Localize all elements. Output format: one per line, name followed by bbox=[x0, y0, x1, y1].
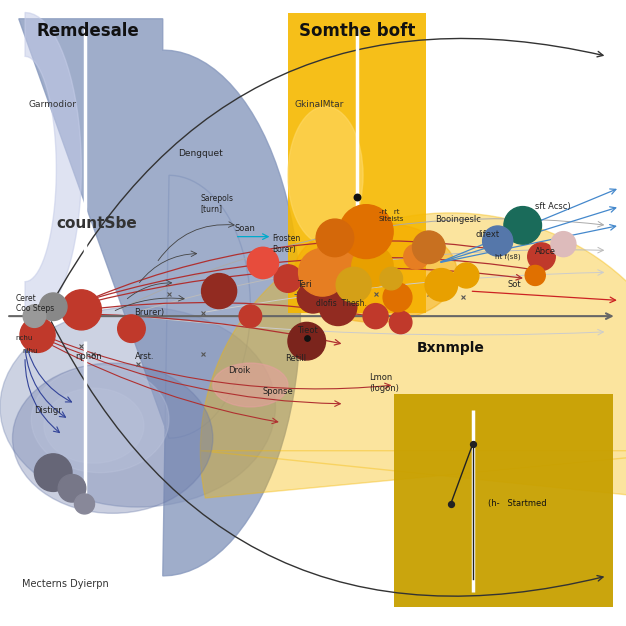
Text: sft Acsc): sft Acsc) bbox=[535, 202, 571, 211]
Circle shape bbox=[74, 494, 95, 514]
Ellipse shape bbox=[31, 366, 169, 473]
Circle shape bbox=[23, 305, 46, 327]
Circle shape bbox=[118, 315, 145, 342]
Circle shape bbox=[551, 232, 576, 257]
Ellipse shape bbox=[288, 106, 363, 244]
Text: Abce: Abce bbox=[535, 247, 557, 256]
Circle shape bbox=[239, 305, 262, 327]
Text: dlofis  Thesh.: dlofis Thesh. bbox=[316, 299, 367, 308]
Circle shape bbox=[297, 282, 329, 313]
Text: Booingeslc: Booingeslc bbox=[435, 215, 481, 223]
Circle shape bbox=[525, 265, 545, 285]
Circle shape bbox=[339, 205, 393, 259]
Circle shape bbox=[336, 267, 371, 302]
Circle shape bbox=[528, 243, 555, 270]
Text: Retill: Retill bbox=[285, 354, 306, 362]
Ellipse shape bbox=[0, 307, 275, 507]
Circle shape bbox=[380, 267, 403, 290]
Circle shape bbox=[316, 219, 354, 257]
Text: Bxnmple: Bxnmple bbox=[417, 341, 485, 355]
Circle shape bbox=[319, 288, 357, 326]
Circle shape bbox=[34, 454, 72, 491]
FancyBboxPatch shape bbox=[394, 394, 613, 607]
Point bbox=[302, 333, 312, 343]
Text: Mecterns Dyierpn: Mecterns Dyierpn bbox=[22, 579, 109, 589]
FancyBboxPatch shape bbox=[288, 13, 426, 313]
Ellipse shape bbox=[44, 388, 144, 463]
Text: Garmodior: Garmodior bbox=[28, 100, 76, 109]
Circle shape bbox=[274, 265, 302, 292]
Text: nihu: nihu bbox=[22, 347, 38, 354]
Circle shape bbox=[20, 317, 55, 352]
Ellipse shape bbox=[213, 363, 288, 407]
Polygon shape bbox=[19, 19, 300, 576]
Text: Sarepols
[turn]: Sarepols [turn] bbox=[200, 194, 233, 213]
Circle shape bbox=[288, 322, 326, 360]
Circle shape bbox=[202, 274, 237, 309]
Circle shape bbox=[413, 231, 445, 264]
Text: Sponse: Sponse bbox=[263, 387, 294, 396]
Circle shape bbox=[454, 263, 479, 288]
Text: Frosten
Borer): Frosten Borer) bbox=[272, 235, 300, 254]
Circle shape bbox=[363, 304, 388, 329]
Circle shape bbox=[39, 293, 67, 321]
Ellipse shape bbox=[294, 222, 457, 322]
Circle shape bbox=[247, 247, 279, 279]
Circle shape bbox=[58, 475, 86, 502]
Circle shape bbox=[425, 269, 458, 301]
Text: nchu: nchu bbox=[16, 335, 33, 341]
Text: Remdesale: Remdesale bbox=[36, 22, 139, 40]
Circle shape bbox=[314, 264, 337, 287]
Point bbox=[446, 499, 456, 509]
Ellipse shape bbox=[13, 363, 213, 513]
Polygon shape bbox=[25, 13, 81, 326]
Text: Ceret
Coo Steps: Ceret Coo Steps bbox=[16, 294, 54, 313]
Circle shape bbox=[389, 311, 412, 334]
Text: Droik: Droik bbox=[228, 366, 251, 375]
Point bbox=[352, 192, 362, 202]
Circle shape bbox=[61, 290, 101, 330]
Text: Tieot: Tieot bbox=[297, 326, 318, 335]
Circle shape bbox=[404, 244, 429, 269]
Circle shape bbox=[317, 223, 377, 284]
Text: nphon: nphon bbox=[75, 352, 102, 361]
Point bbox=[468, 439, 478, 449]
Text: Somthe boft: Somthe boft bbox=[299, 22, 415, 40]
Text: Distigr: Distigr bbox=[34, 406, 62, 414]
Polygon shape bbox=[200, 213, 626, 498]
Text: Lmon
(logon): Lmon (logon) bbox=[369, 374, 399, 393]
Text: Soan: Soan bbox=[235, 224, 255, 233]
Circle shape bbox=[299, 249, 346, 296]
Text: -rt   rt
SIteists: -rt rt SIteists bbox=[379, 210, 404, 222]
Circle shape bbox=[352, 245, 393, 287]
Text: Brurer): Brurer) bbox=[135, 309, 165, 317]
Text: difext: difext bbox=[476, 230, 500, 239]
Text: Sot: Sot bbox=[507, 280, 521, 289]
Circle shape bbox=[504, 207, 541, 244]
Circle shape bbox=[383, 283, 412, 312]
Text: (h-   Startmed: (h- Startmed bbox=[488, 500, 547, 508]
Text: countSbe: countSbe bbox=[56, 216, 137, 231]
Text: Teri: Teri bbox=[297, 280, 312, 289]
Text: GkinalMtar: GkinalMtar bbox=[294, 100, 344, 109]
Circle shape bbox=[483, 226, 513, 256]
Text: Dengquet: Dengquet bbox=[178, 149, 223, 158]
Text: Arst.: Arst. bbox=[135, 352, 154, 361]
Text: ht f(s8): ht f(s8) bbox=[495, 254, 520, 260]
